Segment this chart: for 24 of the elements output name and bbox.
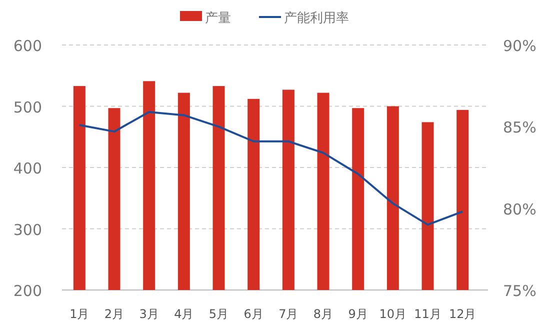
legend-label: 产能利用率	[284, 10, 349, 26]
y2-tick-label: 80%	[503, 200, 536, 218]
x-tick-label: 1月	[70, 307, 90, 321]
y2-tick-label: 90%	[503, 37, 536, 55]
x-tick-label: 6月	[244, 307, 264, 321]
y-tick-label: 300	[13, 220, 42, 239]
y-tick-label: 500	[13, 98, 42, 116]
y2-tick-label: 75%	[503, 282, 536, 300]
x-tick-label: 10月	[379, 307, 407, 321]
legend-label: 产量	[205, 11, 231, 26]
y-tick-label: 200	[13, 282, 42, 300]
x-tick-label: 5月	[208, 307, 229, 321]
x-tick-label: 11月	[414, 307, 442, 321]
x-tick-label: 9月	[348, 307, 368, 321]
x-tick-label: 12月	[448, 307, 476, 321]
x-tick-label: 3月	[139, 307, 159, 321]
y-tick-label: 400	[13, 160, 42, 178]
x-tick-label: 7月	[278, 307, 298, 321]
y-tick-label: 600	[13, 37, 42, 55]
y2-tick-label: 85%	[503, 118, 536, 137]
x-tick-label: 2月	[104, 307, 124, 321]
x-tick-label: 4月	[174, 307, 194, 321]
line-series	[78, 110, 464, 226]
x-tick-label: 8月	[313, 307, 334, 321]
